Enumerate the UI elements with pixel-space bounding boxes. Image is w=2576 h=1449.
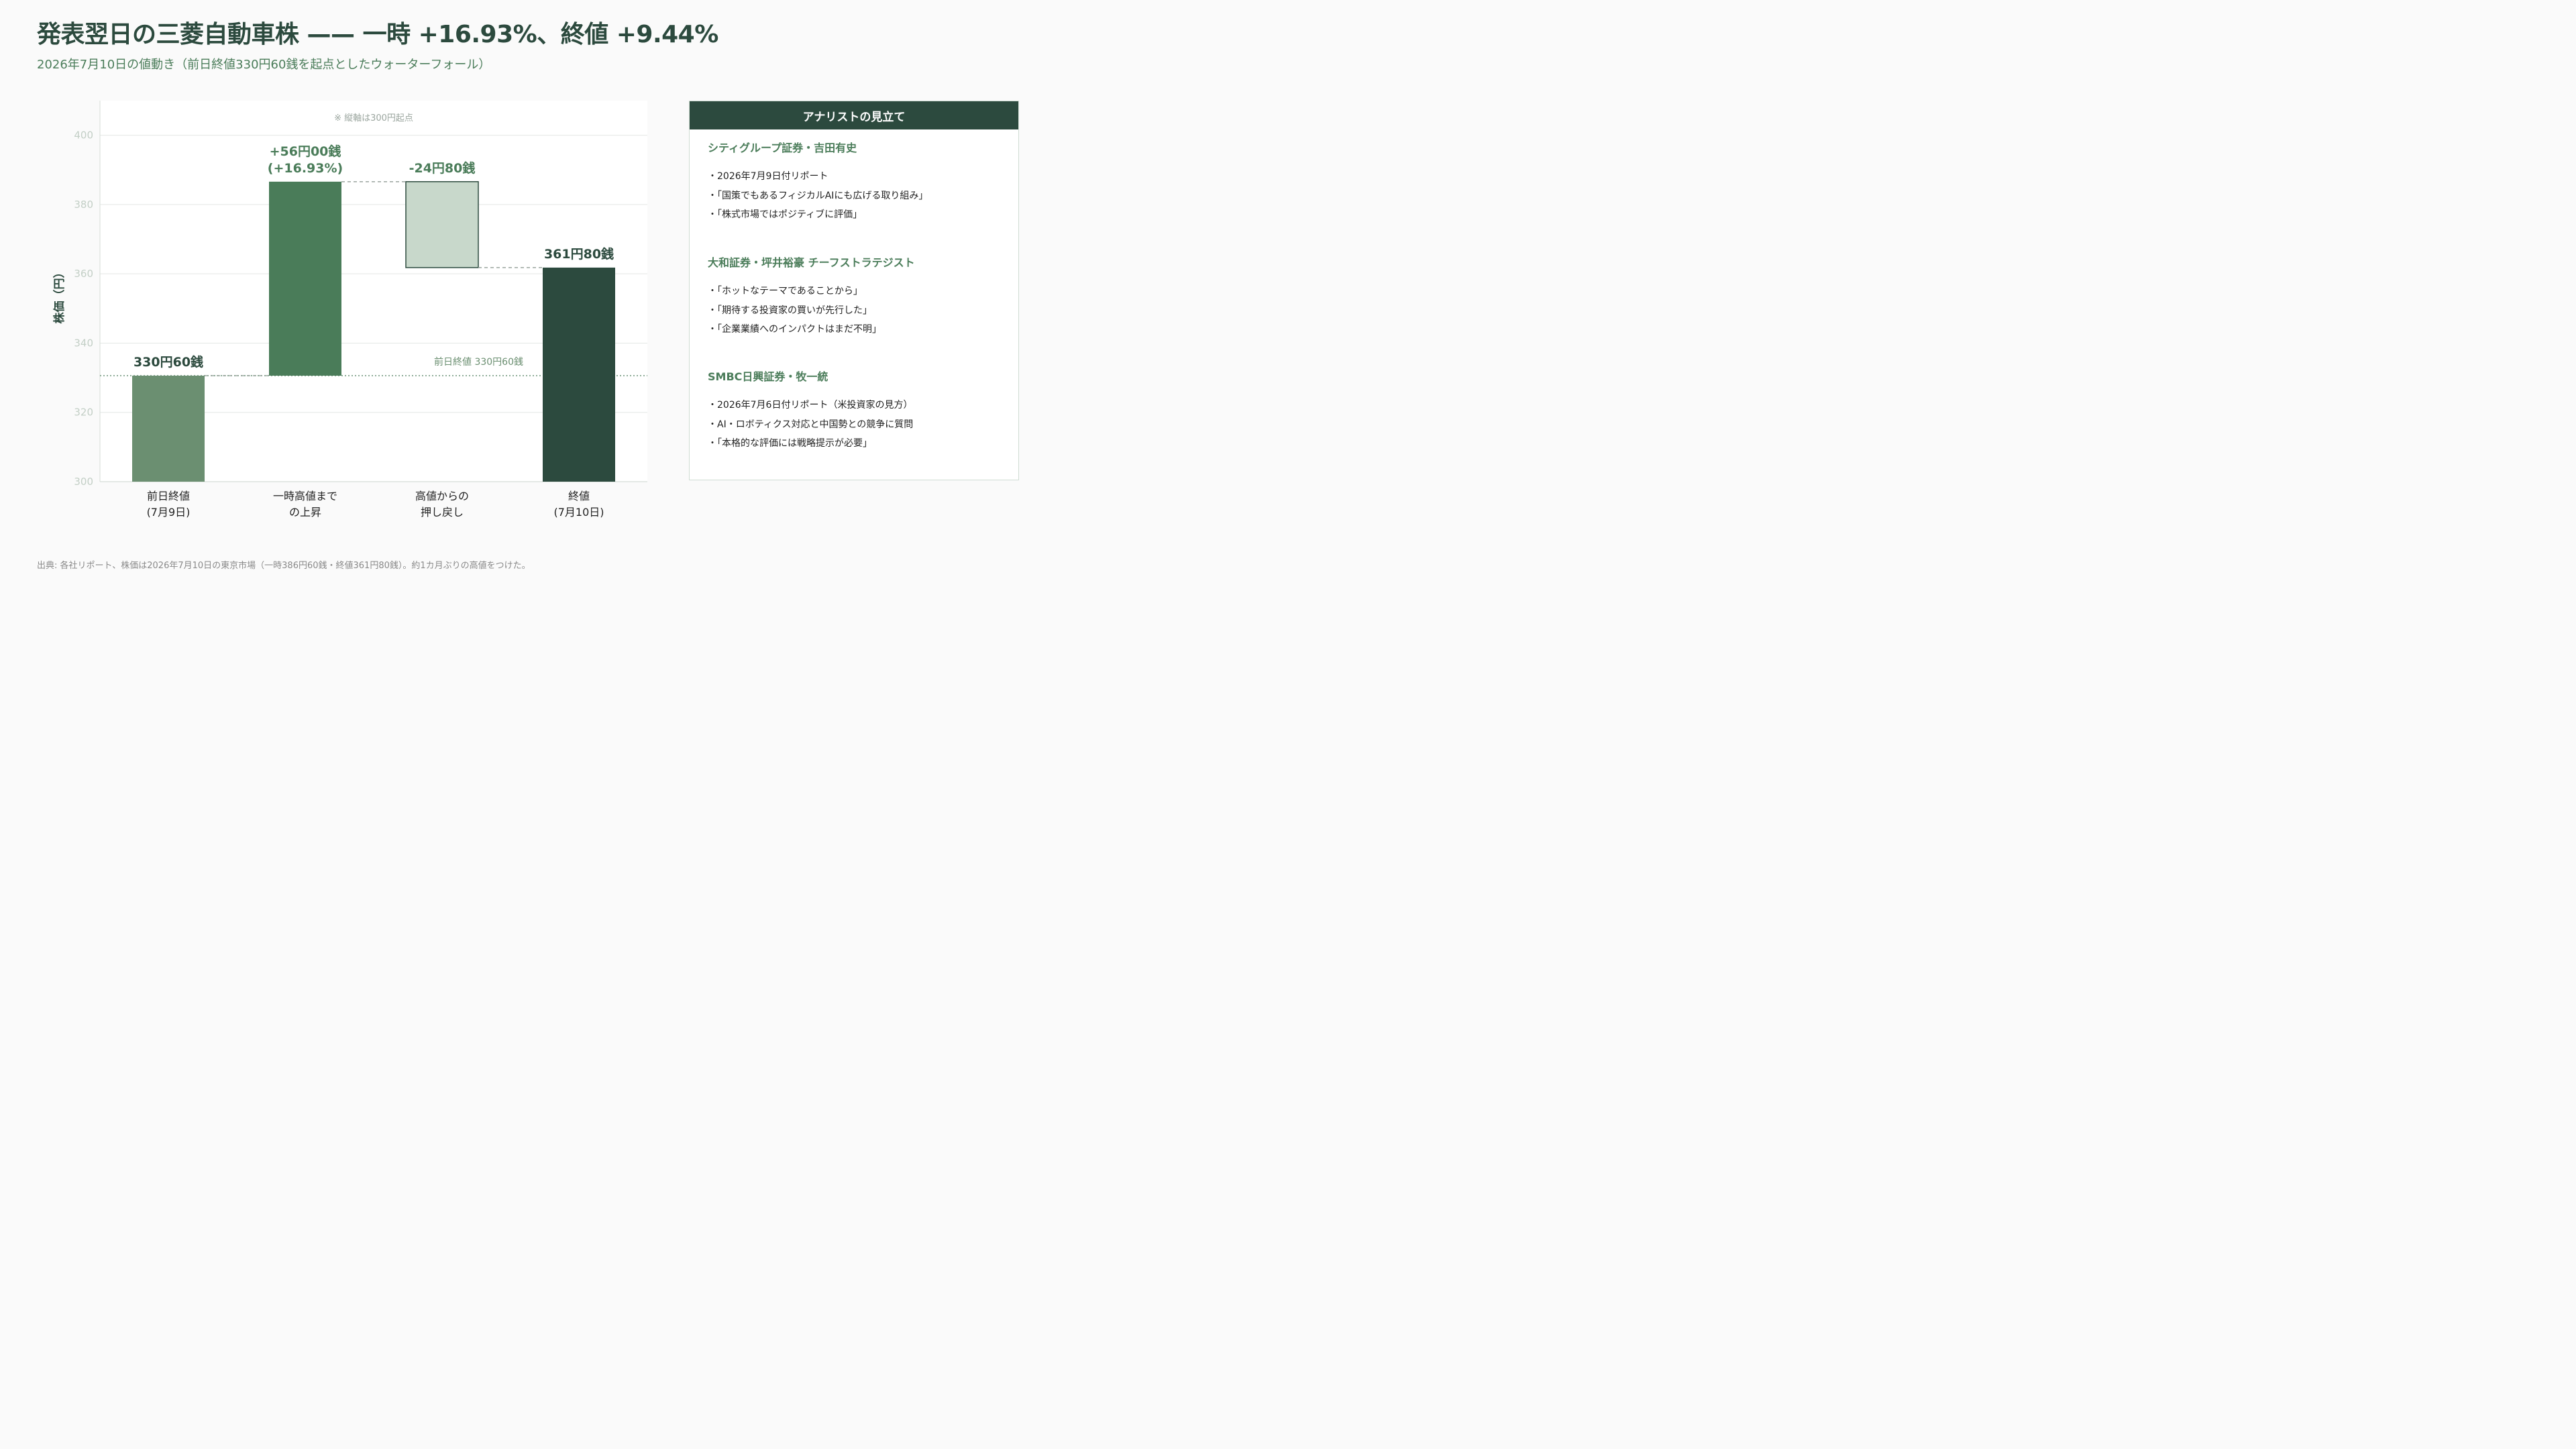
y-axis-title: 株価（円）	[52, 267, 66, 324]
analyst-point: ・「株式市場ではポジティブに評価」	[708, 209, 863, 220]
analyst-point: ・「国策でもあるフィジカルAIにも広げる取り組み」	[708, 190, 928, 201]
panel-header: アナリストの見立て	[690, 101, 1018, 129]
source-note: 出典: 各社リポート、株価は2026年7月10日の東京市場（一時386円60銭・…	[37, 561, 531, 571]
analyst-point: ・「本格的な評価には戦略提示が必要」	[708, 438, 872, 449]
x-category-label: 高値からの	[415, 490, 469, 502]
x-category-label: の上昇	[289, 506, 321, 519]
analyst-point: ・「期待する投資家の買いが先行した」	[708, 305, 872, 316]
bar-total	[543, 267, 615, 482]
bar-value-label: 361円80銭	[544, 246, 614, 262]
bar-value-label: (+16.93%)	[268, 161, 343, 176]
y-tick-label: 380	[74, 199, 93, 211]
bar-increase	[269, 181, 341, 376]
page-subtitle: 2026年7月10日の値動き（前日終値330円60銭を起点としたウォーターフォー…	[37, 58, 491, 72]
x-category-label: 終値	[568, 490, 590, 502]
analyst-point: ・2026年7月6日付リポート（米投資家の見方）	[708, 400, 913, 411]
analyst-points: ・2026年7月9日付リポート ・「国策でもあるフィジカルAIにも広げる取り組み…	[708, 167, 928, 225]
y-tick-label: 300	[74, 476, 93, 488]
analyst-name: シティグループ証券・吉田有史	[708, 142, 857, 154]
analyst-name: SMBC日興証券・牧一統	[708, 370, 828, 383]
y-tick-label: 360	[74, 268, 93, 280]
bar-total	[132, 375, 205, 482]
x-category-label: 押し戻し	[421, 506, 464, 519]
bar-value-label: +56円00銭	[270, 144, 341, 159]
analyst-point: ・2026年7月9日付リポート	[708, 171, 828, 182]
analyst-daiwa: 大和証券・坪井裕豪 チーフストラテジスト ・「ホットなテーマであることから」 ・…	[708, 254, 915, 339]
reference-line-label: 前日終値 330円60銭	[434, 356, 523, 368]
x-category-label: 前日終値	[147, 490, 190, 502]
y-tick-label: 340	[74, 337, 93, 349]
analyst-points: ・2026年7月6日付リポート（米投資家の見方） ・AI・ロボティクス対応と中国…	[708, 396, 913, 453]
bar-value-label: -24円80銭	[409, 160, 476, 176]
analyst-name: 大和証券・坪井裕豪 チーフストラテジスト	[708, 256, 915, 269]
y-tick-label: 320	[74, 407, 93, 419]
analyst-smbc-nikko: SMBC日興証券・牧一統 ・2026年7月6日付リポート（米投資家の見方） ・A…	[708, 368, 913, 453]
analyst-point: ・「企業業績へのインパクトはまだ不明」	[708, 324, 881, 335]
x-category-label: (7月10日)	[553, 506, 604, 519]
bar-value-label: 330円60銭	[133, 354, 203, 370]
bar-decrease	[405, 181, 479, 268]
analyst-point: ・AI・ロボティクス対応と中国勢との競争に質問	[708, 419, 914, 430]
axis-note: ※ 縦軸は300円起点	[334, 113, 413, 123]
analyst-citigroup: シティグループ証券・吉田有史 ・2026年7月9日付リポート ・「国策でもあるフ…	[708, 139, 928, 225]
x-category-label: 一時高値まで	[273, 490, 337, 502]
x-category-label: (7月9日)	[147, 506, 191, 519]
analyst-point: ・「ホットなテーマであることから」	[708, 286, 863, 297]
analyst-points: ・「ホットなテーマであることから」 ・「期待する投資家の買いが先行した」 ・「企…	[708, 282, 915, 339]
analyst-panel: アナリストの見立て シティグループ証券・吉田有史 ・2026年7月9日付リポート…	[689, 101, 1019, 480]
y-tick-label: 400	[74, 129, 93, 142]
page-title: 発表翌日の三菱自動車株 —— 一時 +16.93%、終値 +9.44%	[37, 21, 718, 48]
